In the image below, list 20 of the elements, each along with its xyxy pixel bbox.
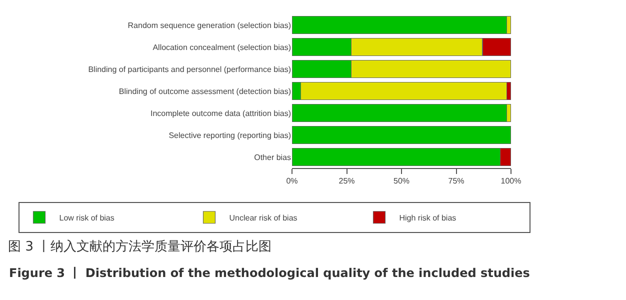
x-tick-label: 50% bbox=[393, 176, 410, 186]
y-tick-label: Allocation concealment (selection bias) bbox=[152, 42, 292, 52]
text: 图 3 丨纳入文献的方法学质量评价各项占比图 bbox=[8, 238, 272, 255]
y-tick-label: Blinding of outcome assessment (detection bias) bbox=[118, 86, 292, 96]
x-tick-label: 75% bbox=[448, 176, 464, 186]
y-tick-label: Blinding of participants and personnel (performance bias) bbox=[88, 64, 292, 74]
legend-label: High risk of bias bbox=[399, 214, 456, 222]
y-tick-label: Selective reporting (reporting bias) bbox=[168, 130, 292, 140]
y-tick-label: Other bias bbox=[254, 152, 291, 162]
x-tick-label: 25% bbox=[338, 176, 355, 186]
bar bbox=[292, 104, 507, 122]
bar bbox=[292, 16, 507, 34]
x-tick-label: 0% bbox=[286, 176, 298, 186]
legend-label: Unclear risk of bias bbox=[229, 214, 298, 222]
text: Figure 3 丨 Distribution of the methodological quality of the included studies bbox=[9, 266, 530, 280]
bar bbox=[292, 126, 511, 144]
legend-label: Low risk of bias bbox=[59, 214, 114, 222]
x-tick-label: 100% bbox=[500, 176, 522, 186]
y-tick-label: Random sequence generation (selection bias) bbox=[128, 20, 292, 30]
y-tick-label: Incomplete outcome data (attrition bias) bbox=[150, 108, 292, 118]
